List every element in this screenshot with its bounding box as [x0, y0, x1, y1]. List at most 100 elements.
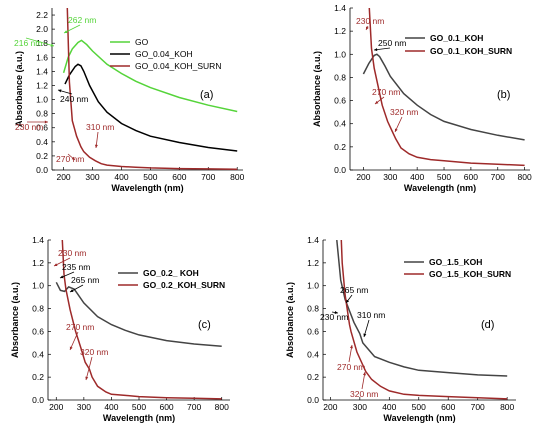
annotation-arrow: [69, 331, 79, 351]
series-line-1: [362, 53, 525, 141]
peak-annotation: 265 nm: [340, 285, 368, 295]
arrow-head: [346, 299, 350, 303]
x-tick-label: 500: [437, 172, 451, 182]
y-tick-label: 0.0: [36, 165, 48, 175]
legend-entry: GO_0.2_ KOH: [143, 268, 199, 278]
arrow-head: [64, 30, 68, 33]
y-tick-label: 1.4: [334, 3, 346, 13]
x-tick-label: 200: [49, 402, 63, 412]
x-tick-label: 800: [518, 172, 532, 182]
annotation-arrow: [85, 356, 93, 381]
x-axis-title: Wavelength (nm): [111, 183, 183, 193]
x-tick-label: 800: [215, 402, 229, 412]
series-line-2: [61, 240, 222, 400]
arrow-head: [60, 275, 64, 279]
x-tick-label: 800: [500, 402, 514, 412]
x-tick-label: 500: [143, 172, 157, 182]
y-tick-label: 1.2: [334, 26, 346, 36]
peak-annotation: 270 nm: [372, 87, 400, 97]
y-tick-label: 0.6: [307, 326, 319, 336]
peak-annotation: 320 nm: [390, 107, 418, 117]
y-tick-label: 0.4: [334, 119, 346, 129]
arrow-head: [71, 156, 75, 160]
peak-annotation: 250 nm: [378, 38, 406, 48]
y-tick-label: 1.2: [307, 258, 319, 268]
peak-annotation: 230 nm: [58, 248, 86, 258]
x-tick-label: 500: [132, 402, 146, 412]
x-tick-label: 700: [187, 402, 201, 412]
series-line-1: [55, 281, 222, 348]
peak-annotation: 270 nm: [66, 322, 94, 332]
panel-label: (d): [481, 319, 494, 331]
y-tick-label: 0.2: [32, 372, 44, 382]
legend-entry: GO_0.2_KOH_SURN: [143, 280, 225, 290]
peak-annotation: 230 nm: [356, 16, 384, 26]
peak-annotation: 270 nm: [337, 362, 365, 372]
y-tick-label: 0.6: [36, 123, 48, 133]
x-tick-label: 500: [412, 402, 426, 412]
y-axis-title: Absorbance (a.u.): [312, 51, 322, 127]
x-tick-label: 400: [410, 172, 424, 182]
arrow-head: [50, 43, 54, 47]
peak-annotation: 235 nm: [62, 262, 90, 272]
peak-annotation: 230 nm: [320, 312, 348, 322]
peak-annotation: 265 nm: [71, 275, 99, 285]
peak-annotation: 270 nm: [56, 154, 84, 164]
y-tick-label: 0.4: [307, 349, 319, 359]
series-line-3: [66, 8, 238, 170]
peak-annotation: 320 nm: [350, 389, 378, 399]
series-line-2: [368, 8, 525, 167]
y-tick-label: 0.4: [36, 137, 48, 147]
x-tick-label: 600: [441, 402, 455, 412]
chart-panel-2: 200 300 400 500 600 700 800 0.0 0.2 0.4 0.6 0.8 1.0 1…: [312, 3, 532, 193]
x-tick-label: 600: [159, 402, 173, 412]
series-line-1: [62, 39, 238, 113]
arrow-head: [363, 333, 367, 337]
y-tick-label: 0.8: [334, 72, 346, 82]
peak-annotation: 320 nm: [80, 347, 108, 357]
y-tick-label: 1.4: [36, 66, 48, 76]
x-tick-label: 200: [56, 172, 70, 182]
x-tick-label: 700: [201, 172, 215, 182]
arrow-head: [349, 345, 353, 349]
x-tick-label: 200: [323, 402, 337, 412]
y-tick-label: 0.6: [334, 96, 346, 106]
arrow-head: [375, 100, 379, 104]
x-axis-title: Wavelength (nm): [103, 413, 175, 423]
chart-panel-4: 200 300 400 500 600 700 800 0.0 0.2 0.4 0.6 0.8 1.0 1…: [285, 235, 516, 423]
arrow-head: [394, 128, 398, 132]
x-tick-label: 300: [353, 402, 367, 412]
x-tick-label: 400: [104, 402, 118, 412]
panel-label: (a): [200, 89, 213, 101]
arrow-head: [366, 26, 369, 30]
y-tick-label: 1.0: [334, 49, 346, 59]
arrow-head: [54, 263, 58, 266]
y-tick-label: 2.2: [36, 10, 48, 20]
legend-entry: GO: [135, 37, 149, 47]
y-tick-label: 1.2: [36, 80, 48, 90]
legend-entry: GO_0.04_KOH: [135, 49, 193, 59]
y-tick-label: 0.8: [36, 109, 48, 119]
arrow-head: [94, 144, 98, 148]
x-tick-label: 400: [114, 172, 128, 182]
series-line-2: [340, 240, 508, 400]
legend-entry: GO_0.04_KOH_SURN: [135, 61, 221, 71]
y-tick-label: 2.0: [36, 24, 48, 34]
arrow-head: [58, 89, 62, 93]
x-tick-label: 700: [471, 402, 485, 412]
peak-annotation: 310 nm: [357, 310, 385, 320]
y-tick-label: 0.0: [32, 395, 44, 405]
y-tick-label: 1.8: [36, 38, 48, 48]
chart-panel-3: 200 300 400 500 600 700 800 0.0 0.2 0.4 0.6 0.8 1.0 1…: [10, 235, 230, 423]
x-tick-label: 600: [172, 172, 186, 182]
chart-panel-1: 200 300 400 500 600 700 800 0.0 0.2 0.4 0.6 0.8 1.0 1…: [14, 8, 245, 193]
legend-entry: GO_1.5_KOH_SURN: [429, 269, 511, 279]
arrow-head: [374, 48, 378, 52]
panel-label: (c): [198, 319, 211, 331]
x-axis-title: Wavelength (nm): [404, 183, 476, 193]
peak-annotation: 262 nm: [68, 15, 96, 25]
x-tick-label: 300: [85, 172, 99, 182]
y-axis-title: Absorbance (a.u.): [285, 282, 295, 358]
y-tick-label: 0.2: [36, 151, 48, 161]
